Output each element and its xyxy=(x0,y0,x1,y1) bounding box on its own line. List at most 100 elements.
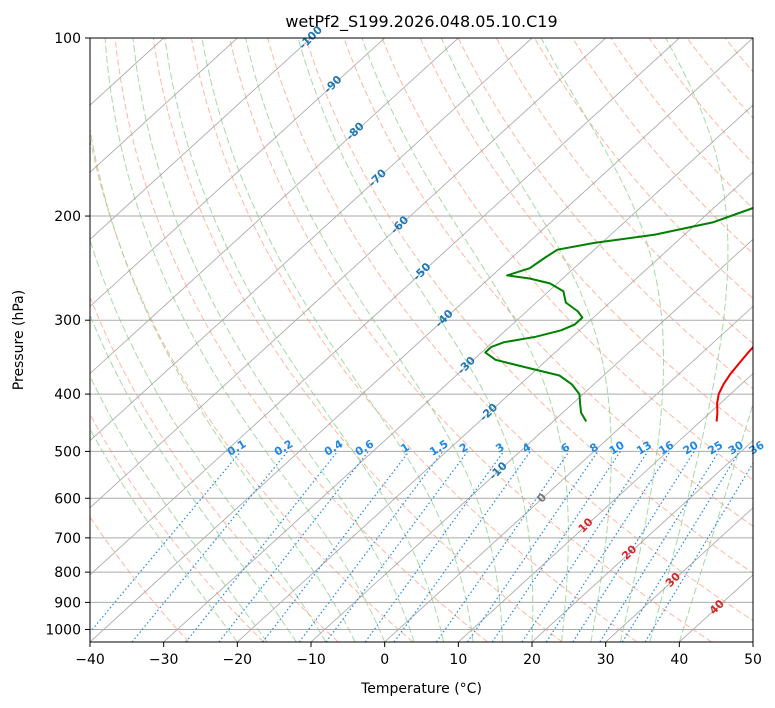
moist-adiabat-line xyxy=(440,38,612,642)
isotherm-line xyxy=(90,38,459,375)
y-tick-label: 500 xyxy=(54,444,81,460)
isotherm-line xyxy=(310,238,753,642)
isotherm-line xyxy=(90,38,312,240)
mixing-ratio-line xyxy=(644,462,753,642)
mixing-ratio-line xyxy=(545,451,671,642)
mixing-ratio-label: 8 xyxy=(587,440,600,455)
plot-frame xyxy=(89,37,754,643)
moist-adiabat-line xyxy=(245,38,503,642)
mixing-ratio-line xyxy=(393,451,531,642)
y-tick-label: 600 xyxy=(54,491,81,507)
dry-adiabat-line xyxy=(534,38,753,300)
dry-adiabat-line xyxy=(381,38,753,481)
mixing-ratio-label: 1.5 xyxy=(427,437,450,458)
mixing-ratio-line xyxy=(218,451,369,642)
mixing-ratio-line xyxy=(621,451,740,642)
x-tick-label: −40 xyxy=(75,652,105,668)
isotherm-line xyxy=(90,38,238,173)
mixing-ratio-label: 0.4 xyxy=(322,437,346,459)
isotherm-line xyxy=(237,171,753,642)
isotherm-line xyxy=(90,38,533,442)
y-tick-label: 700 xyxy=(54,531,81,547)
dry-adiabat-line xyxy=(267,38,753,622)
x-tick-label: 0 xyxy=(380,652,389,668)
mixing-ratio-label: 0.2 xyxy=(272,437,295,458)
isotherm-line xyxy=(90,38,753,642)
moist-adiabat-line xyxy=(361,38,569,642)
mixing-ratio-line xyxy=(467,451,599,642)
isotherm-line xyxy=(90,38,680,576)
x-tick-label: 20 xyxy=(523,652,541,668)
mixing-ratio-line xyxy=(491,451,621,642)
dry-adiabat-line xyxy=(190,38,638,642)
mixing-ratio-line xyxy=(364,451,505,642)
axes: −40 −30 −20 −10 0 10 20 30 40 5010020030040050060… xyxy=(45,31,762,668)
mixing-ratio-label: 6 xyxy=(559,440,573,455)
x-tick-label: 50 xyxy=(744,652,762,668)
dry-adiabat-line xyxy=(648,38,753,165)
y-tick-label: 1000 xyxy=(45,622,81,638)
moist-adiabat-line xyxy=(104,38,386,642)
x-axis-title: Temperature (°C) xyxy=(360,681,482,697)
dry-adiabat-line xyxy=(90,135,414,642)
isotherm-line xyxy=(531,440,753,642)
x-tick-label: −10 xyxy=(296,652,326,668)
moist-adiabat-line xyxy=(164,38,445,642)
y-tick-label: 100 xyxy=(54,31,81,47)
mixing-ratio-line xyxy=(90,451,242,634)
mixing-ratio-label: 2 xyxy=(457,440,470,455)
isotherm-line xyxy=(605,507,753,642)
mixing-ratio-label: 0.1 xyxy=(225,437,248,458)
y-tick-label: 900 xyxy=(54,595,81,611)
dry-adiabat-line xyxy=(229,38,712,642)
sounding-profiles xyxy=(484,206,753,423)
y-tick-label: 400 xyxy=(54,387,81,403)
mixing-ratio-label: 30 xyxy=(726,438,746,457)
dry-adiabat-line xyxy=(114,38,488,642)
moist-adiabat-line xyxy=(90,238,327,642)
dry-adiabat-line xyxy=(495,38,753,345)
dewpoint-profile-line xyxy=(484,206,753,423)
dry-adiabat-line xyxy=(724,38,753,73)
x-tick-label: 30 xyxy=(597,652,615,668)
mixing-ratio-label: 20 xyxy=(681,438,701,457)
dry-adiabat-line xyxy=(90,295,339,642)
y-tick-label: 200 xyxy=(54,209,81,225)
x-tick-label: 10 xyxy=(449,652,467,668)
isotherm-line xyxy=(752,641,753,642)
mixing-ratio-line xyxy=(185,451,339,642)
y-axis-title: Pressure (hPa) xyxy=(11,290,27,390)
isotherm-line xyxy=(90,38,606,509)
x-tick-label: −30 xyxy=(149,652,179,668)
mixing-ratio-line xyxy=(131,451,289,642)
temperature-profile-line xyxy=(715,345,753,422)
mixing-ratio-line xyxy=(262,451,410,642)
dry-adiabat-line xyxy=(572,38,753,255)
mixing-ratio-label: 10 xyxy=(607,438,627,457)
dry-adiabat-line xyxy=(457,38,753,390)
mixing-ratio-label: 3 xyxy=(493,440,506,455)
y-tick-label: 300 xyxy=(54,313,81,329)
isotherm-line xyxy=(163,104,753,642)
dry-adiabat-line xyxy=(305,38,753,574)
dry-adiabat-line xyxy=(419,38,753,435)
chart-title: wetPf2_S199.2026.048.05.10.C19 xyxy=(285,12,557,32)
mixing-ratio-label: 4 xyxy=(520,440,534,455)
moist-adiabat-line xyxy=(540,38,664,642)
dry-adiabat-line xyxy=(343,38,753,527)
background-lines xyxy=(90,38,775,642)
mixing-ratio-line xyxy=(599,451,720,642)
mixing-ratio-label: 36 xyxy=(747,438,767,457)
isotherm-line xyxy=(458,372,753,642)
dry-adiabat-line xyxy=(763,38,775,642)
dry-adiabat-line xyxy=(90,413,264,642)
mixing-ratio-line xyxy=(325,451,469,642)
x-tick-label: −20 xyxy=(223,652,253,668)
dry-adiabat-line xyxy=(152,38,563,642)
isotherm-line xyxy=(90,38,385,308)
moist-adiabat-line xyxy=(90,428,238,642)
mixing-ratio-label: 25 xyxy=(705,438,725,457)
isotherm-line xyxy=(384,305,753,642)
x-tick-label: 40 xyxy=(670,652,688,668)
